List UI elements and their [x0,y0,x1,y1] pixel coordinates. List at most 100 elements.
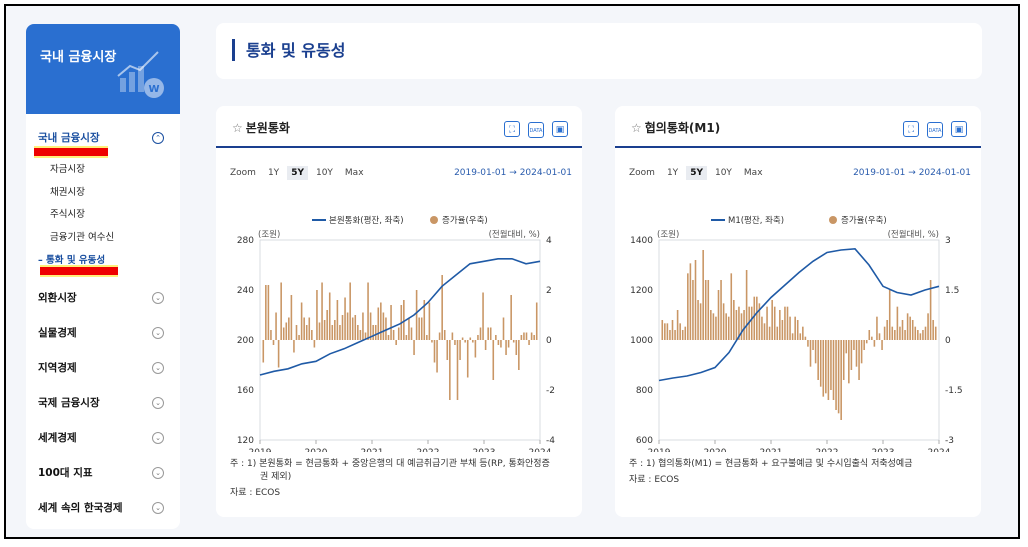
bar [474,340,477,358]
zoom-5y-button[interactable]: 5Y [287,166,308,180]
bar [868,330,871,340]
footnote-line: 주 : 1) 협의통화(M1) = 현금통화 + 요구불예금 및 수시입출식 저… [629,459,913,469]
fullscreen-icon[interactable]: ⛶ [903,121,919,137]
x-tick-label: 2023 [872,448,895,452]
date-range[interactable]: 2019-01-01 → 2024-01-01 [853,168,971,178]
range-end[interactable]: 2024-01-01 [918,168,971,178]
bar [837,340,840,414]
image-download-icon[interactable]: ▣ [951,121,967,137]
bar [497,340,500,345]
zoom-control: Zoom 1Y 5Y 10Y Max [629,166,767,180]
zoom-max-button[interactable]: Max [344,168,364,178]
sidebar-section-intl-financial[interactable]: 국제 금융시장 [38,397,100,409]
bar [702,250,704,340]
bar [689,263,692,340]
zoom-1y-button[interactable]: 1Y [267,168,280,178]
sidebar-section-fx[interactable]: 외환시장 [38,292,77,304]
bar [934,326,937,340]
chevron-down-icon[interactable]: ⌄ [152,292,164,304]
chevron-down-icon[interactable]: ⌄ [152,502,164,514]
sidebar-section-top100[interactable]: 100대 지표 [38,467,93,479]
chevron-down-icon[interactable]: ⌄ [152,327,164,339]
bar [674,330,676,340]
x-tick-label: 2021 [760,448,783,452]
right-tick-label: -3 [945,436,954,446]
bar [758,303,761,340]
bar [321,282,323,340]
range-arrow: → [908,168,916,178]
sidebar-item-bond-market[interactable]: 채권시장 [50,187,85,198]
bar [275,312,277,340]
bar [436,340,438,373]
data-download-icon[interactable]: DATA [927,122,943,138]
range-start[interactable]: 2019-01-01 [454,168,507,178]
range-end[interactable]: 2024-01-01 [519,168,572,178]
bar [766,306,768,340]
bar [888,290,891,340]
card-footnote: 주 : 1) 협의통화(M1) = 현금통화 + 요구불예금 및 수시입출식 저… [629,458,969,487]
image-download-icon[interactable]: ▣ [552,121,568,137]
bar [349,282,351,340]
x-tick-label: 2020 [704,448,727,452]
bar [786,306,789,340]
star-icon[interactable]: ☆ [232,121,243,135]
bar [265,285,267,340]
bar [917,330,919,340]
bar [911,320,914,340]
sidebar-item-money-liquidity[interactable]: – 통화 및 유동성 [38,255,106,266]
bar [676,310,679,340]
zoom-5y-button[interactable]: 5Y [686,166,707,180]
bar [692,280,694,340]
bar [454,340,456,345]
bar [927,313,929,340]
fullscreen-icon[interactable]: ⛶ [504,121,520,137]
data-download-icon[interactable]: DATA [528,122,544,138]
legend-label: 본원통화(평잔, 좌축) [329,215,404,226]
bar [929,280,932,340]
chevron-down-icon[interactable]: ⌄ [152,432,164,444]
bar [802,326,804,340]
line-series [658,247,940,382]
bar [812,340,814,350]
zoom-10y-button[interactable]: 10Y [315,168,333,178]
sidebar-item-stock-market[interactable]: 주식시장 [50,209,85,220]
bar [518,340,520,370]
range-start[interactable]: 2019-01-01 [853,168,906,178]
bar [364,332,367,340]
bar [725,313,727,340]
x-tick-label: 2021 [361,448,384,452]
right-tick-label: -1.5 [945,386,963,396]
bar [469,337,472,340]
sidebar-item-money-market[interactable]: 자금시장 [50,164,85,175]
left-axis-unit: (조원) [657,230,679,240]
sidebar-item-financial-institution[interactable]: 금융기관 여수신 [50,232,115,243]
sidebar-section-domestic-financial[interactable]: 국내 금융시장 [38,132,100,144]
chevron-down-icon[interactable]: ⌄ [152,467,164,479]
chevron-down-icon[interactable]: ⌄ [152,362,164,374]
chevron-down-icon[interactable]: ⌄ [152,397,164,409]
sidebar-section-world-economy[interactable]: 세계경제 [38,432,77,444]
bar [451,332,454,340]
x-tick-label: 2023 [473,448,496,452]
sidebar-section-regional[interactable]: 지역경제 [38,362,77,374]
bar [768,326,771,340]
bar [715,316,717,340]
bar [397,327,400,340]
bar [456,340,459,400]
date-range[interactable]: 2019-01-01 → 2024-01-01 [454,168,572,178]
zoom-label: Zoom [629,168,655,178]
sidebar-section-real-economy[interactable]: 실물경제 [38,327,77,339]
bar [906,313,909,340]
chevron-up-icon[interactable]: ⌃ [152,132,164,144]
bar [722,303,725,340]
bar [863,340,865,350]
sidebar-section-korea-in-world[interactable]: 세계 속의 한국경제 [38,502,123,514]
star-icon[interactable]: ☆ [631,121,642,135]
bar [825,340,827,394]
zoom-max-button[interactable]: Max [743,168,763,178]
zoom-1y-button[interactable]: 1Y [666,168,679,178]
zoom-control: Zoom 1Y 5Y 10Y Max [230,166,368,180]
zoom-10y-button[interactable]: 10Y [714,168,732,178]
bar [395,340,397,345]
bar [796,320,799,340]
